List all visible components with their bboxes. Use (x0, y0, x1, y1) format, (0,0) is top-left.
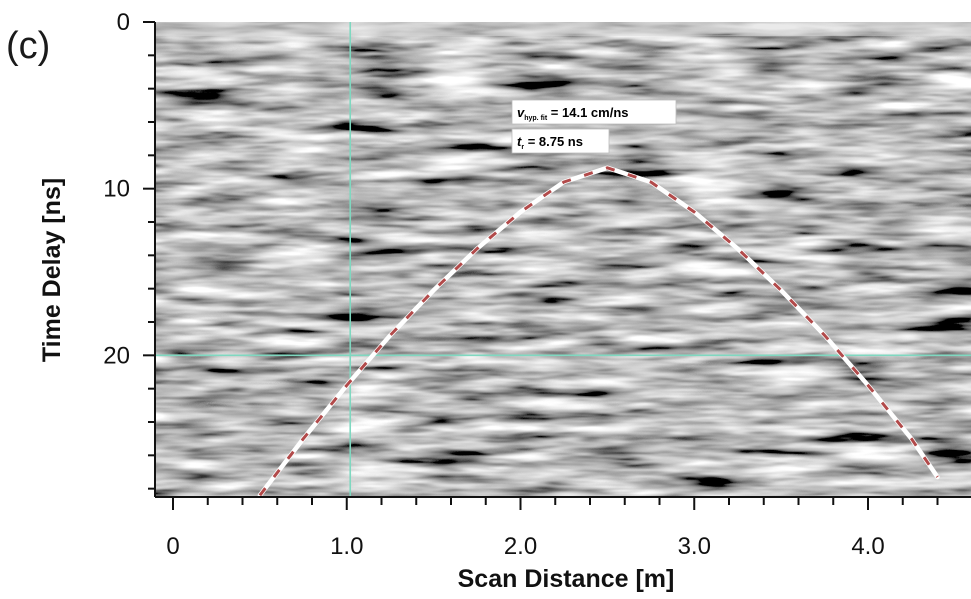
y-axis-title: Time Delay [ns] (38, 178, 66, 362)
y-tick-label: 20 (103, 342, 130, 369)
panel-label: (c) (6, 25, 50, 67)
x-tick-label: 3.0 (678, 533, 711, 560)
y-tick-label: 0 (117, 9, 130, 36)
x-tick-label: 0 (166, 533, 179, 560)
plot-area (155, 22, 971, 497)
hyperbola-fit-curve (257, 165, 940, 498)
annotation-box-time (511, 128, 610, 154)
x-tick-label: 2.0 (504, 533, 537, 560)
y-axis: 0 10 20 (103, 9, 156, 497)
annotation-time: tr = 8.75 ns (517, 134, 583, 151)
x-axis: 0 1.0 2.0 3.0 4.0 (155, 496, 971, 560)
fit-annotation: vhyp. fit = 14.1 cm/ns tr = 8.75 ns (511, 99, 677, 154)
radargram-texture (155, 22, 971, 497)
x-axis-title: Scan Distance [m] (458, 565, 675, 593)
surface-band (155, 22, 971, 36)
y-tick-label: 10 (103, 176, 130, 203)
annotation-box-velocity (511, 99, 677, 125)
x-tick-label: 1.0 (330, 533, 363, 560)
annotation-velocity: vhyp. fit = 14.1 cm/ns (517, 105, 629, 122)
fit-curve-dashes (258, 166, 939, 497)
x-tick-label: 4.0 (851, 533, 884, 560)
crosshair (155, 22, 971, 497)
